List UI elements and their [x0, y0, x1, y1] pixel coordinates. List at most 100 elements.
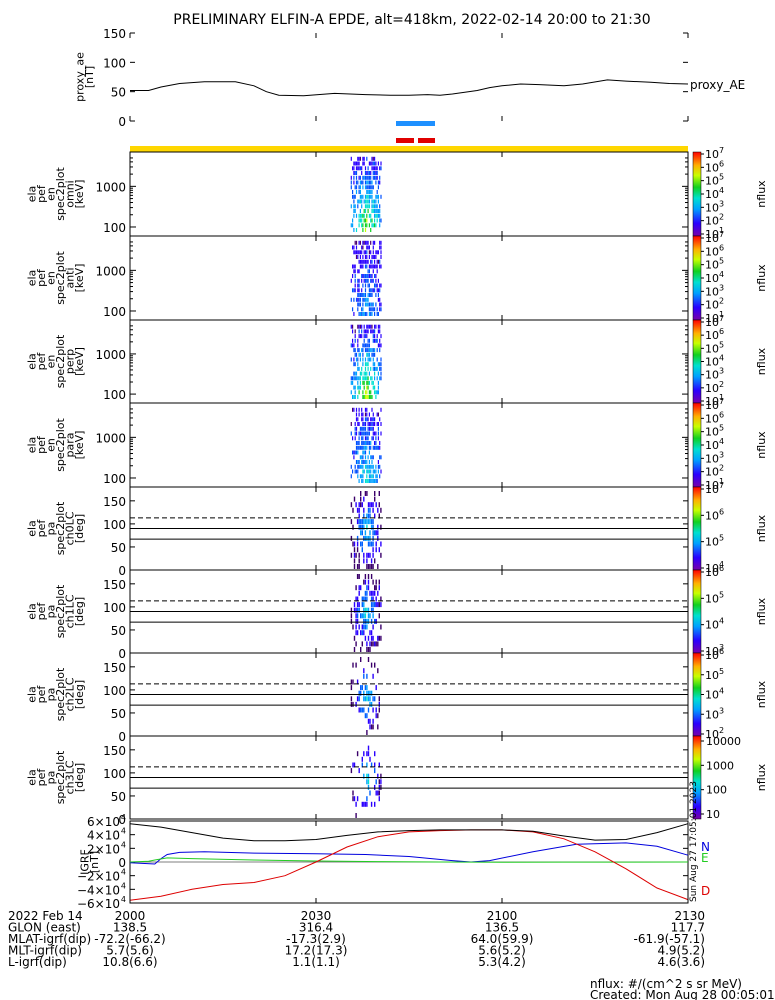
flux-cell	[375, 685, 377, 691]
flux-cell	[355, 641, 357, 647]
flux-cell	[350, 175, 352, 180]
flux-cell	[360, 690, 362, 696]
flux-cell	[364, 574, 367, 579]
flux-cell	[357, 302, 359, 307]
flux-cell	[368, 464, 370, 469]
flux-cell	[371, 274, 373, 278]
flux-cell	[377, 390, 379, 395]
flux-cell	[353, 161, 355, 166]
ylabel-line: para	[63, 433, 76, 458]
flux-cell	[377, 507, 379, 513]
flux-cell	[374, 784, 376, 790]
flux-cell	[374, 371, 376, 376]
flux-cell	[368, 469, 370, 474]
flux-cell	[374, 366, 376, 371]
flux-cell	[372, 613, 374, 619]
footer-cell: -17.3(2.9)	[286, 932, 346, 946]
flux-cell	[367, 380, 369, 385]
flux-cell	[375, 293, 377, 297]
flux-cell	[358, 213, 360, 218]
flux-cell	[370, 180, 372, 185]
flux-cell	[358, 278, 360, 283]
flux-cell	[361, 307, 363, 312]
flux-cell	[366, 647, 368, 652]
flux-cell	[361, 278, 363, 283]
flux-cell	[352, 436, 354, 441]
flux-cell	[353, 395, 355, 399]
ylabel-line: [nT]	[88, 851, 101, 873]
flux-cell	[376, 366, 378, 371]
flux-cell	[379, 209, 381, 213]
flux-cell	[355, 552, 357, 558]
flux-cell	[367, 352, 369, 357]
flux-cell	[361, 293, 363, 297]
flux-cell	[360, 524, 362, 530]
flux-cell	[366, 255, 368, 259]
flux-cell	[369, 502, 371, 508]
flux-cell	[375, 547, 377, 553]
flux-cell	[372, 474, 374, 479]
flux-cell	[372, 455, 374, 460]
flux-cell	[353, 564, 356, 569]
flux-cell	[352, 762, 354, 768]
footer-cell: -61.9(-57.1)	[634, 932, 705, 946]
flux-cell	[366, 685, 368, 691]
flux-cell	[359, 213, 361, 218]
flux-cell	[359, 185, 361, 190]
flux-cell	[372, 541, 374, 547]
flux-cell	[358, 558, 360, 564]
flux-cell	[362, 274, 364, 278]
flux-cell	[352, 307, 354, 312]
flux-cell	[367, 618, 370, 624]
flux-cell	[368, 312, 370, 316]
y-tick-label: 50	[111, 790, 126, 804]
flux-cell	[370, 724, 373, 730]
flux-cell	[376, 288, 378, 293]
flux-cell	[357, 297, 359, 302]
flux-cell	[359, 324, 361, 329]
flux-cell	[366, 590, 368, 596]
flux-cell	[363, 426, 365, 431]
flux-cell	[357, 250, 359, 255]
y-tick-exp: 4	[121, 868, 126, 877]
flux-cell	[361, 613, 363, 619]
flux-cell	[354, 283, 356, 288]
flux-cell	[377, 213, 379, 218]
flux-cell	[361, 519, 363, 525]
flux-cell	[369, 690, 371, 696]
flux-cell	[358, 564, 360, 569]
ylabel-line: pef	[35, 685, 48, 704]
flux-cell	[374, 240, 376, 245]
flux-cell	[366, 278, 368, 283]
flux-cell	[353, 602, 356, 608]
colorbar	[692, 569, 702, 654]
flux-cell	[364, 171, 367, 175]
flux-cell	[374, 209, 376, 213]
flux-cell	[361, 199, 363, 204]
flux-cell	[358, 385, 360, 390]
flux-cell	[379, 297, 381, 302]
flux-cell	[371, 395, 373, 399]
flux-cell	[364, 302, 367, 307]
ylabel-line: en	[44, 355, 57, 369]
flux-cell	[361, 180, 363, 185]
flux-cell	[356, 564, 359, 569]
footer-row-label: MLAT-igrf(dip)	[8, 932, 91, 946]
flux-cell	[376, 357, 378, 362]
flux-cell	[353, 558, 356, 564]
cb-tick-label: 106	[705, 243, 724, 258]
flux-cell	[375, 541, 377, 547]
flux-cell	[364, 376, 367, 381]
flux-cell	[362, 474, 364, 479]
flux-cell	[357, 474, 359, 479]
flux-cell	[358, 502, 360, 508]
cb-tick-label: 103	[705, 367, 724, 382]
flux-cell	[366, 274, 368, 278]
flux-cell	[374, 390, 376, 395]
flux-cell	[379, 324, 381, 329]
flux-cell	[366, 204, 368, 209]
flux-cell	[377, 602, 379, 608]
flux-cell	[363, 673, 365, 679]
flux-cell	[370, 574, 373, 579]
